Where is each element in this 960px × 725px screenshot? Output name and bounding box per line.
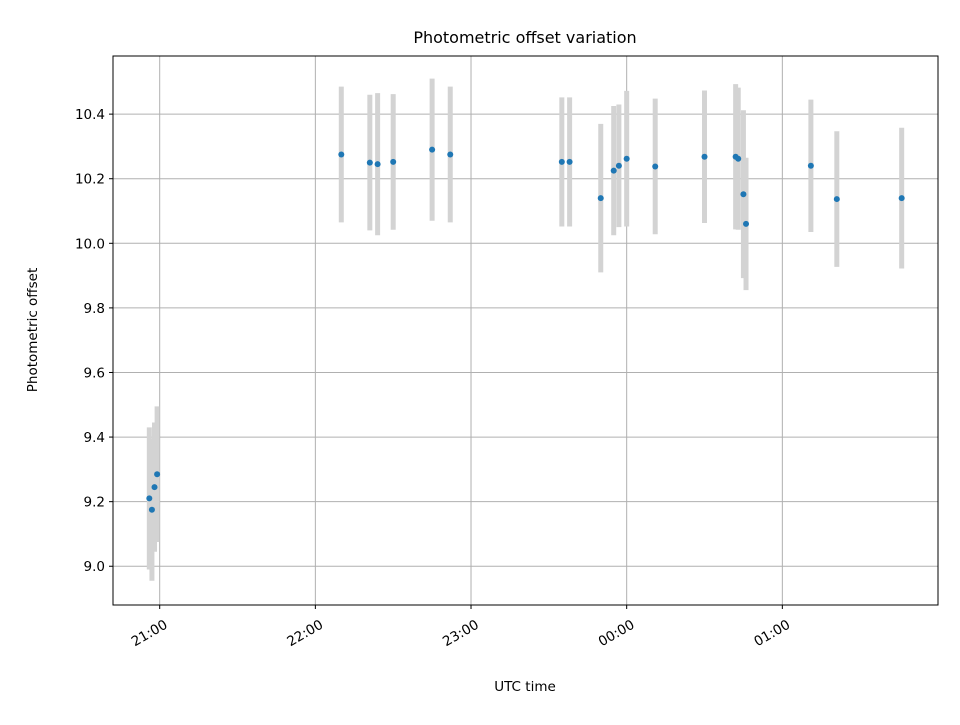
data-point [740,191,747,198]
data-point [735,155,742,162]
y-tick-label: 10.0 [75,236,105,252]
data-point [652,163,659,170]
y-tick-label: 9.2 [84,495,105,511]
data-point [447,151,454,158]
data-point [146,495,153,502]
y-tick-label: 9.6 [84,365,105,381]
plot-frame [112,55,939,606]
chart-title: Photometric offset variation [413,28,636,47]
data-point [597,195,604,202]
y-tick-label: 10.4 [75,107,105,123]
point-layer [146,146,905,513]
data-point [807,162,814,169]
data-point [610,167,617,174]
data-point [390,158,397,165]
data-point [151,484,158,491]
y-tick-label: 9.8 [84,301,105,317]
data-point [429,146,436,153]
data-point [743,220,750,227]
data-point [615,162,622,169]
data-point [898,195,905,202]
data-point [148,506,155,513]
data-point [566,158,573,165]
y-tick-label: 9.4 [84,430,105,446]
y-axis-label: Photometric offset [25,268,41,392]
data-point [701,153,708,160]
data-point [338,151,345,158]
data-point [366,159,373,166]
x-axis-label: UTC time [494,679,556,695]
data-point [623,155,630,162]
data-point [154,471,161,478]
y-tick-label: 10.2 [75,172,105,188]
y-tick-label: 9.0 [84,559,105,575]
data-point [833,196,840,203]
data-point [558,158,565,165]
data-point [374,161,381,168]
